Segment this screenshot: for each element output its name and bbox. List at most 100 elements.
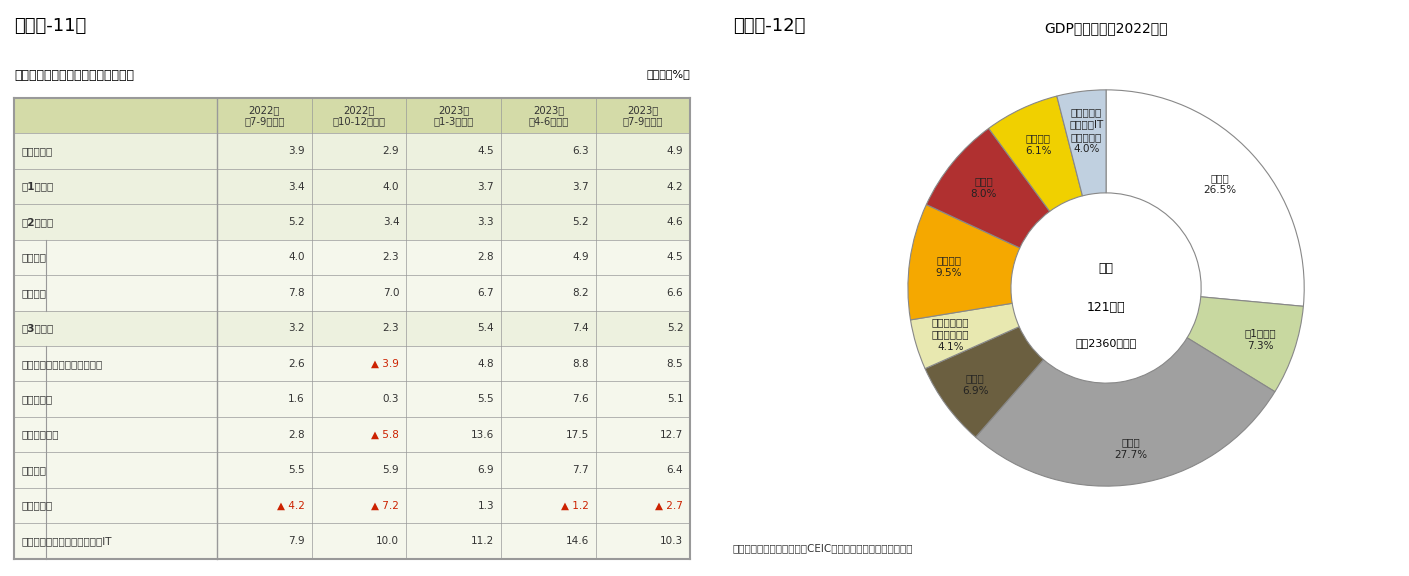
Text: 2.3: 2.3 bbox=[383, 323, 399, 334]
Text: 8.8: 8.8 bbox=[572, 359, 589, 369]
Bar bbox=[14, 346, 690, 381]
Text: 4.8: 4.8 bbox=[478, 359, 495, 369]
Wedge shape bbox=[926, 327, 1044, 437]
Text: 4.5: 4.5 bbox=[666, 252, 683, 263]
Wedge shape bbox=[1188, 297, 1303, 392]
Text: 2023年
（4-6月期）: 2023年 （4-6月期） bbox=[528, 105, 568, 127]
Text: 4.6: 4.6 bbox=[666, 217, 683, 227]
Text: 12.7: 12.7 bbox=[659, 430, 683, 439]
Text: 5.9: 5.9 bbox=[383, 465, 399, 475]
Bar bbox=[14, 134, 690, 169]
Bar bbox=[14, 98, 690, 134]
Wedge shape bbox=[907, 204, 1020, 320]
Text: 7.0: 7.0 bbox=[383, 288, 399, 298]
Text: 6.6: 6.6 bbox=[666, 288, 683, 298]
Bar bbox=[14, 452, 690, 488]
Text: その他
26.5%: その他 26.5% bbox=[1203, 173, 1237, 195]
Text: 卸小売業: 卸小売業 bbox=[21, 394, 52, 404]
Text: ▲ 4.2: ▲ 4.2 bbox=[276, 501, 304, 510]
Text: （資料）中国国家統計局、CEICよりニッセイ基礎研究所作成: （資料）中国国家統計局、CEICよりニッセイ基礎研究所作成 bbox=[733, 543, 913, 553]
Text: 11.2: 11.2 bbox=[471, 536, 495, 546]
Text: 第1次産業: 第1次産業 bbox=[21, 181, 54, 192]
Text: 10.0: 10.0 bbox=[376, 536, 399, 546]
Text: 4.9: 4.9 bbox=[666, 146, 683, 156]
Text: 1.6: 1.6 bbox=[287, 394, 304, 404]
Text: 4.5: 4.5 bbox=[478, 146, 495, 156]
Text: 3.4: 3.4 bbox=[383, 217, 399, 227]
Text: 2023年
（7-9月期）: 2023年 （7-9月期） bbox=[623, 105, 664, 127]
Text: 6.4: 6.4 bbox=[666, 465, 683, 475]
Text: 7.6: 7.6 bbox=[572, 394, 589, 404]
Text: 8.2: 8.2 bbox=[572, 288, 589, 298]
Text: 7.8: 7.8 bbox=[287, 288, 304, 298]
Text: 2023年
（1-3月期）: 2023年 （1-3月期） bbox=[434, 105, 473, 127]
Text: 不動産業: 不動産業 bbox=[21, 501, 52, 510]
Text: 2.6: 2.6 bbox=[287, 359, 304, 369]
Text: 5.1: 5.1 bbox=[666, 394, 683, 404]
Text: 2022年
（10-12月期）: 2022年 （10-12月期） bbox=[333, 105, 386, 127]
Text: 7.7: 7.7 bbox=[572, 465, 589, 475]
Text: （単位：%）: （単位：%） bbox=[647, 69, 690, 79]
Text: 2.9: 2.9 bbox=[383, 146, 399, 156]
Text: 金融業: 金融業 bbox=[21, 465, 46, 475]
Text: 2022年
（7-9月期）: 2022年 （7-9月期） bbox=[244, 105, 285, 127]
Text: 宿泊飲食業: 宿泊飲食業 bbox=[21, 430, 59, 439]
Bar bbox=[14, 275, 690, 310]
Wedge shape bbox=[975, 338, 1275, 486]
Bar bbox=[14, 310, 690, 346]
Text: 産業別の実質成長率（前年同期比）: 産業別の実質成長率（前年同期比） bbox=[14, 69, 134, 82]
Bar bbox=[14, 240, 690, 275]
Text: ▲ 1.2: ▲ 1.2 bbox=[561, 501, 589, 510]
Text: 2.3: 2.3 bbox=[383, 252, 399, 263]
Text: 14.6: 14.6 bbox=[565, 536, 589, 546]
Text: 交通・運輸・
倉庫・郵便業
4.1%: 交通・運輸・ 倉庫・郵便業 4.1% bbox=[931, 317, 969, 352]
Text: ▲ 7.2: ▲ 7.2 bbox=[372, 501, 399, 510]
Text: 卸小売業
9.5%: 卸小売業 9.5% bbox=[936, 255, 962, 278]
Text: 5.5: 5.5 bbox=[287, 465, 304, 475]
Text: 13.6: 13.6 bbox=[471, 430, 495, 439]
Text: 3.4: 3.4 bbox=[287, 181, 304, 192]
Wedge shape bbox=[1106, 90, 1305, 306]
Text: ▲ 2.7: ▲ 2.7 bbox=[655, 501, 683, 510]
Text: 5.2: 5.2 bbox=[287, 217, 304, 227]
Wedge shape bbox=[1057, 90, 1106, 196]
Text: （図表-12）: （図表-12） bbox=[733, 17, 805, 35]
Text: 製造業
27.7%: 製造業 27.7% bbox=[1115, 437, 1147, 460]
Bar bbox=[14, 204, 690, 240]
Wedge shape bbox=[910, 304, 1019, 369]
Bar bbox=[14, 417, 690, 452]
Text: 3.7: 3.7 bbox=[478, 181, 495, 192]
Text: 6.7: 6.7 bbox=[478, 288, 495, 298]
Text: 3.7: 3.7 bbox=[572, 181, 589, 192]
Text: 3.9: 3.9 bbox=[287, 146, 304, 156]
Title: GDP産業構成（2022年）: GDP産業構成（2022年） bbox=[1044, 21, 1168, 35]
Text: 4.0: 4.0 bbox=[287, 252, 304, 263]
Text: 第3次産業: 第3次産業 bbox=[21, 323, 54, 334]
Text: 3.2: 3.2 bbox=[287, 323, 304, 334]
Text: 金融業
8.0%: 金融業 8.0% bbox=[971, 176, 996, 199]
Text: 合計: 合計 bbox=[1099, 262, 1113, 275]
Text: 国内総生産: 国内総生産 bbox=[21, 146, 52, 156]
Text: 5.2: 5.2 bbox=[666, 323, 683, 334]
Text: 第2次産業: 第2次産業 bbox=[21, 217, 54, 227]
Text: 17.5: 17.5 bbox=[565, 430, 589, 439]
Text: 4.9: 4.9 bbox=[572, 252, 589, 263]
Bar bbox=[14, 523, 690, 559]
Text: 4.0: 4.0 bbox=[383, 181, 399, 192]
Text: 7.4: 7.4 bbox=[572, 323, 589, 334]
Text: 製造業: 製造業 bbox=[21, 252, 46, 263]
Text: 第1次産業
7.3%: 第1次産業 7.3% bbox=[1244, 328, 1277, 351]
Wedge shape bbox=[926, 128, 1050, 248]
Wedge shape bbox=[989, 96, 1082, 211]
Text: 交通・運輸・倉庫・郵便業: 交通・運輸・倉庫・郵便業 bbox=[21, 359, 103, 369]
Text: 4.2: 4.2 bbox=[666, 181, 683, 192]
Text: 8.5: 8.5 bbox=[666, 359, 683, 369]
Text: 2.8: 2.8 bbox=[478, 252, 495, 263]
Text: 6.3: 6.3 bbox=[572, 146, 589, 156]
Text: ▲ 3.9: ▲ 3.9 bbox=[372, 359, 399, 369]
Text: 建築業
6.9%: 建築業 6.9% bbox=[962, 373, 989, 396]
Text: 情報通信・ソフトウェア・IT: 情報通信・ソフトウェア・IT bbox=[21, 536, 111, 546]
Text: 3.3: 3.3 bbox=[478, 217, 495, 227]
Text: ▲ 5.8: ▲ 5.8 bbox=[372, 430, 399, 439]
Text: （約2360兆円）: （約2360兆円） bbox=[1075, 339, 1137, 348]
